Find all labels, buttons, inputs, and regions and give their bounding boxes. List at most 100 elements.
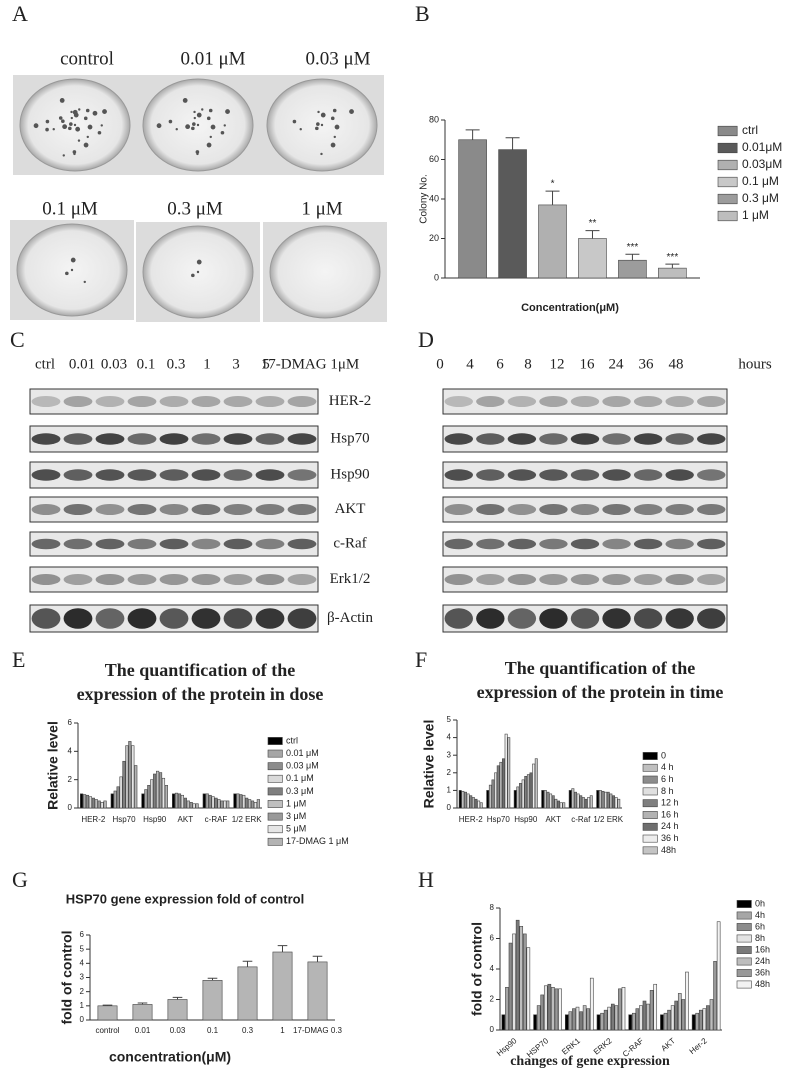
panel-label: E: [12, 647, 25, 672]
blot-strip: [442, 566, 728, 593]
bar: [649, 990, 654, 1031]
protein-band: [63, 608, 93, 629]
legend-swatch: [736, 900, 752, 908]
legend-swatch: [642, 775, 658, 784]
protein-band: [287, 504, 317, 515]
colony: [191, 273, 195, 278]
y-tick-label: 0: [447, 803, 452, 812]
bar: [551, 795, 555, 809]
legend-label: 3 μM: [286, 811, 306, 821]
legend-swatch: [267, 800, 283, 808]
protein-band: [159, 433, 189, 445]
colony: [320, 152, 323, 156]
protein-band: [223, 504, 253, 515]
x-axis-label: Concentration(μM): [521, 302, 619, 314]
lane-label: 1: [203, 356, 211, 372]
protein-band: [95, 608, 125, 629]
blot-strip: [29, 566, 319, 593]
legend-label: 8h: [755, 933, 765, 943]
bar: [272, 951, 293, 1021]
lane-label: 0: [436, 356, 444, 372]
protein-band: [539, 504, 568, 515]
bar: [618, 259, 647, 279]
bar: [156, 770, 160, 809]
bar: [496, 765, 500, 809]
bar: [223, 800, 227, 809]
legend-swatch: [736, 969, 752, 977]
bar: [526, 947, 531, 1031]
colony: [70, 110, 73, 114]
bar: [521, 779, 525, 809]
y-tick-label: 4: [68, 746, 73, 755]
bar: [80, 793, 84, 809]
protein-label: Hsp70: [330, 430, 369, 446]
bar: [144, 789, 148, 809]
colony: [317, 110, 320, 114]
protein-band: [697, 574, 726, 585]
legend-label: 6 h: [661, 774, 674, 784]
protein-band: [223, 608, 253, 629]
protein-band: [476, 469, 505, 481]
protein-band: [191, 469, 221, 481]
protein-band: [444, 396, 473, 407]
x-tick-label: 17-DMAG 0.3: [293, 1026, 342, 1035]
bar: [486, 790, 490, 809]
bar: [576, 793, 580, 809]
legend-label: 0.1 μM: [742, 174, 779, 188]
bar: [600, 1012, 604, 1031]
protein-band: [633, 574, 663, 585]
colony: [45, 127, 49, 132]
protein-band: [570, 469, 600, 481]
bar: [205, 793, 209, 809]
colony: [316, 122, 320, 126]
protein-label: c-Raf: [333, 535, 366, 551]
y-tick-label: 2: [80, 987, 85, 996]
colony: [33, 123, 39, 129]
bar: [250, 800, 255, 809]
legend-label: 1 μM: [286, 798, 306, 808]
legend-swatch: [642, 787, 658, 796]
colony: [92, 110, 98, 116]
colony: [83, 116, 88, 121]
colony: [349, 109, 354, 114]
bar: [581, 797, 585, 809]
colony: [185, 124, 191, 130]
x-tick-label: Hsp70: [487, 815, 511, 824]
bar: [192, 803, 196, 809]
colony: [208, 108, 213, 113]
bar: [529, 772, 533, 809]
bar: [663, 1012, 668, 1031]
colony: [220, 130, 225, 135]
bar: [186, 800, 190, 809]
x-tick-label: HER-2: [459, 815, 484, 824]
y-tick-label: 2: [490, 995, 495, 1004]
bar: [116, 786, 120, 809]
bar: [122, 760, 126, 809]
bar: [94, 799, 98, 809]
colony: [69, 122, 73, 126]
colony: [68, 126, 72, 131]
legend-swatch: [642, 763, 658, 772]
protein-band: [697, 433, 726, 445]
protein-band: [665, 433, 694, 445]
bar: [248, 799, 252, 809]
bar: [546, 791, 550, 809]
bar: [100, 802, 104, 809]
bar: [621, 986, 626, 1031]
bar: [716, 921, 721, 1031]
protein-band: [287, 469, 317, 481]
bar: [97, 1005, 118, 1021]
protein-band: [633, 433, 663, 445]
colony: [192, 122, 196, 126]
colony: [193, 116, 197, 120]
protein-band: [539, 396, 568, 407]
bar: [609, 793, 613, 809]
bar: [617, 798, 621, 809]
protein-band: [127, 469, 157, 481]
protein-band: [444, 608, 473, 629]
legend-swatch: [267, 762, 283, 771]
error-bar: [545, 190, 560, 205]
condition-label: 0.03 μM: [305, 48, 370, 69]
bar: [214, 797, 218, 809]
bar: [220, 800, 224, 809]
